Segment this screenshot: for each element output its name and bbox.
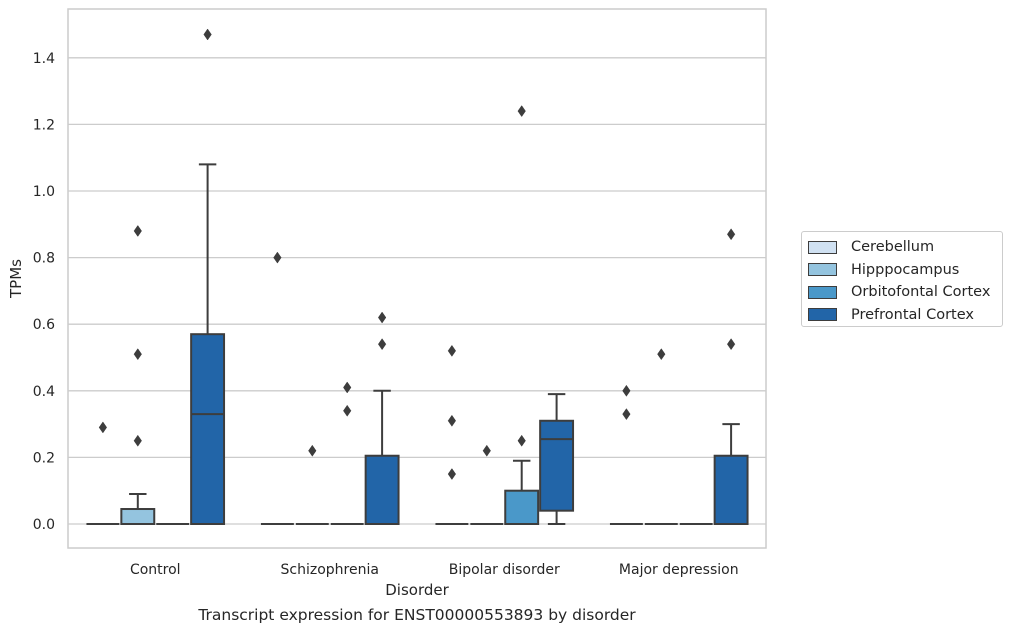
y-tick-label: 0.2 <box>33 450 55 466</box>
outlier-point <box>657 348 666 361</box>
box-4-1 <box>609 384 643 525</box>
box-3-3 <box>504 105 540 526</box>
outlier-point <box>482 444 491 457</box>
outlier-point <box>726 228 736 241</box>
legend-item: Cerebellum <box>808 236 996 259</box>
box-4-2 <box>644 348 678 525</box>
x-tick-label: Control <box>130 562 181 578</box>
legend-swatch-prefrontal <box>808 308 837 322</box>
legend-swatch-cerebellum <box>808 240 837 254</box>
outlier-point <box>517 105 526 118</box>
legend-item: Orbitofontal Cortex <box>808 281 996 304</box>
outlier-point <box>377 311 387 324</box>
legend-swatch-orbitofrontal <box>808 285 837 299</box>
box-2-3 <box>330 381 364 525</box>
tick-labels: 0.0 0.2 0.4 0.6 0.8 1.0 1.2 1.4 Control Schizophr… <box>33 51 739 578</box>
gridlines <box>68 57 766 525</box>
box-body <box>713 454 749 525</box>
outlier-point <box>133 225 142 237</box>
legend-swatch-hippocampus <box>808 263 837 277</box>
outlier-point <box>622 408 631 421</box>
x-axis-title: Disorder <box>385 581 449 599</box>
outlier-point <box>273 251 282 264</box>
outlier-point <box>308 444 317 457</box>
box-3-2 <box>470 444 504 525</box>
box-body <box>539 419 575 512</box>
box-body <box>504 489 540 526</box>
legend-label: Orbitofontal Cortex <box>851 284 991 301</box>
box-body <box>190 333 226 525</box>
y-tick-label: 1.0 <box>33 184 55 200</box>
outlier-point <box>98 421 108 434</box>
y-tick-label: 0.0 <box>33 517 55 533</box>
box-3-1 <box>435 344 469 525</box>
chart-caption: Transcript expression for ENST0000055389… <box>198 606 636 624</box>
y-tick-label: 0.4 <box>33 384 55 400</box>
outlier-point <box>726 338 736 351</box>
legend-item: Prefrontal Cortex <box>808 304 996 327</box>
outlier-point <box>133 348 142 361</box>
box-4-4 <box>713 228 749 525</box>
box-1-4 <box>190 28 226 525</box>
outlier-point <box>203 28 212 41</box>
outlier-point <box>517 434 526 447</box>
outlier-point <box>133 434 142 447</box>
box-1-1 <box>86 421 120 525</box>
x-tick-label: Major depression <box>619 562 739 578</box>
y-tick-label: 0.6 <box>33 317 55 333</box>
outlier-point <box>447 344 457 357</box>
box-2-4 <box>364 311 400 525</box>
legend-item: Hipppocampus <box>808 259 996 282</box>
outlier-point <box>343 404 352 417</box>
legend-label: Prefrontal Cortex <box>851 306 974 323</box>
box-3-4 <box>539 393 575 525</box>
box-body <box>120 508 156 526</box>
outlier-point <box>343 381 352 394</box>
outlier-point <box>447 414 457 427</box>
legend-label: Hipppocampus <box>851 261 960 278</box>
box-body <box>364 454 400 525</box>
x-tick-label: Schizophrenia <box>281 562 379 578</box>
y-tick-label: 1.2 <box>33 117 55 133</box>
box-1-2 <box>120 225 156 526</box>
outlier-point <box>377 338 387 351</box>
outlier-point <box>447 468 457 480</box>
y-tick-label: 1.4 <box>33 51 55 67</box>
boxes <box>86 28 749 526</box>
plot-frame <box>67 8 767 549</box>
box-2-2 <box>295 444 329 525</box>
box-2-1 <box>260 251 294 525</box>
y-axis-title: TPMs <box>7 259 25 299</box>
x-tick-label: Bipolar disorder <box>449 562 560 578</box>
legend: Cerebellum Hipppocampus Orbitofontal Cor… <box>801 231 1003 327</box>
y-tick-label: 0.8 <box>33 251 55 267</box>
legend-label: Cerebellum <box>851 239 935 256</box>
outlier-point <box>622 384 631 397</box>
